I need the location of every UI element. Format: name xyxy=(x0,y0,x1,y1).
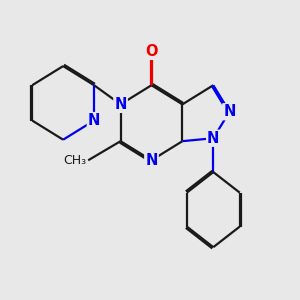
Text: CH₃: CH₃ xyxy=(64,154,87,167)
Text: N: N xyxy=(145,153,158,168)
Text: O: O xyxy=(145,44,158,59)
Text: N: N xyxy=(88,113,100,128)
Text: N: N xyxy=(223,104,236,119)
Text: N: N xyxy=(114,97,127,112)
Text: N: N xyxy=(207,131,220,146)
